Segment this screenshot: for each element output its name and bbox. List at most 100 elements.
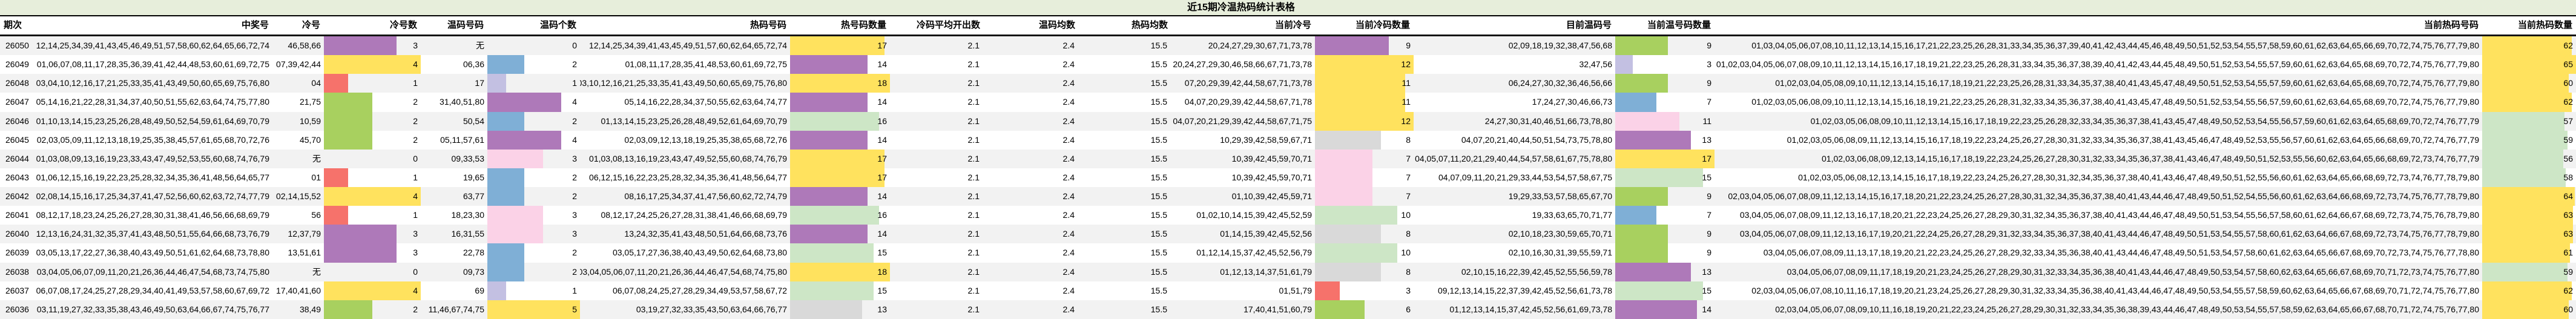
cell-cur_hot_n[interactable]: 59 xyxy=(2482,262,2576,281)
cell-warm_n[interactable]: 3 xyxy=(487,149,580,168)
cell-win[interactable]: 01,06,07,08,11,17,28,35,36,39,41,42,44,4… xyxy=(36,59,269,70)
cell-cold_n[interactable]: 3 xyxy=(324,36,421,56)
cell-cold[interactable]: 21,75 xyxy=(299,97,321,107)
cell-hot_n[interactable]: 18 xyxy=(790,262,890,281)
cell-warm[interactable]: 06,36 xyxy=(463,59,484,70)
column-header-warm[interactable]: 温码号码 xyxy=(447,20,484,30)
cell-hot_avg[interactable]: 15.5 xyxy=(1150,266,1167,277)
cell-cold_avg[interactable]: 2.1 xyxy=(967,134,980,145)
cell-warm_n[interactable]: 5 xyxy=(487,300,580,319)
cell-hot[interactable]: 08,16,17,25,34,37,41,47,56,60,62,72,74,7… xyxy=(624,191,787,201)
cell-cur_hot[interactable]: 03,04,05,06,07,08,09,11,12,13,16,17,18,2… xyxy=(1739,210,2479,220)
cell-cur_hot[interactable]: 01,02,03,04,05,08,09,10,11,12,13,14,15,1… xyxy=(1775,78,2479,88)
cell-cold_avg[interactable]: 2.1 xyxy=(967,41,980,50)
cell-cur_cold_n[interactable]: 8 xyxy=(1315,225,1414,244)
cell-hot_avg[interactable]: 15.5 xyxy=(1150,248,1167,258)
cell-hot_avg[interactable]: 15.5 xyxy=(1150,97,1167,107)
cell-win[interactable]: 02,03,05,09,11,12,13,18,19,25,35,38,45,5… xyxy=(36,134,269,145)
cell-cold_avg[interactable]: 2.1 xyxy=(967,59,980,70)
cell-period[interactable]: 26041 xyxy=(5,210,29,220)
cell-period[interactable]: 26042 xyxy=(5,191,29,201)
cell-warm_n[interactable]: 3 xyxy=(487,206,580,225)
cell-cur_hot[interactable]: 02,03,04,05,06,07,08,09,11,12,13,14,15,1… xyxy=(1728,191,2479,201)
cell-warm_avg[interactable]: 2.4 xyxy=(1062,248,1075,258)
cell-hot_n[interactable]: 14 xyxy=(790,93,890,112)
cell-period[interactable]: 26046 xyxy=(5,116,29,126)
cell-cur_cold[interactable]: 04,07,20,21,29,39,42,44,58,67,71,75 xyxy=(1173,116,1312,126)
cell-cold[interactable]: 10,59 xyxy=(299,116,321,126)
cell-cold_avg[interactable]: 2.1 xyxy=(967,210,980,220)
cell-hot_avg[interactable]: 15.5 xyxy=(1150,172,1167,182)
cell-win[interactable]: 02,08,14,15,16,17,25,34,37,41,47,52,56,6… xyxy=(36,191,269,201)
cell-cur_cold_n[interactable]: 3 xyxy=(1315,281,1414,300)
cell-cur_cold[interactable]: 01,12,14,15,37,42,45,52,56,79 xyxy=(1196,248,1312,258)
cell-cur_warm_n[interactable]: 7 xyxy=(1615,93,1715,112)
cell-cur_hot[interactable]: 03,04,05,06,07,08,09,11,13,17,18,19,20,2… xyxy=(1763,248,2479,258)
cell-cur_hot_n[interactable]: 65 xyxy=(2482,55,2576,74)
cell-warm_avg[interactable]: 2.4 xyxy=(1062,41,1075,50)
cell-cold_avg[interactable]: 2.1 xyxy=(967,78,980,88)
cell-cur_hot_n[interactable]: 62 xyxy=(2482,281,2576,300)
cell-period[interactable]: 26049 xyxy=(5,59,29,70)
cell-cold[interactable]: 45,70 xyxy=(299,134,321,145)
cell-warm_n[interactable]: 2 xyxy=(487,243,580,263)
cell-cur_warm[interactable]: 01,12,13,14,15,37,42,45,52,56,61,69,73,7… xyxy=(1449,304,1612,314)
cell-cur_cold[interactable]: 07,20,29,39,42,44,58,67,71,73,78 xyxy=(1184,78,1312,88)
cell-cold_n[interactable]: 2 xyxy=(324,300,421,319)
cell-cur_warm[interactable]: 17,24,27,30,46,66,73 xyxy=(1532,97,1612,107)
cell-cur_warm_n[interactable]: 9 xyxy=(1615,243,1715,263)
cell-cur_warm[interactable]: 09,12,13,14,15,22,37,39,42,45,52,56,61,7… xyxy=(1437,285,1612,295)
column-header-cold_avg[interactable]: 冷码平均开出数 xyxy=(916,20,980,30)
cell-cur_hot_n[interactable]: 62 xyxy=(2482,36,2576,56)
column-header-cur_hot_n[interactable]: 当前热码数量 xyxy=(2517,20,2572,30)
cell-cur_warm[interactable]: 04,05,07,11,20,21,29,40,44,54,57,58,61,6… xyxy=(1415,153,1612,163)
cell-warm[interactable]: 11,46,67,74,75 xyxy=(428,304,484,314)
cell-warm[interactable]: 09,33,53 xyxy=(451,153,485,163)
cell-cur_cold_n[interactable]: 11 xyxy=(1315,93,1414,112)
cell-cold_n[interactable]: 1 xyxy=(324,168,421,187)
cell-hot[interactable]: 13,24,32,35,41,43,48,50,51,64,66,68,73,7… xyxy=(624,229,787,239)
cell-hot_n[interactable]: 14 xyxy=(790,130,890,150)
cell-period[interactable]: 26039 xyxy=(5,248,29,258)
cell-hot_n[interactable]: 17 xyxy=(790,36,890,56)
cell-cur_warm_n[interactable]: 13 xyxy=(1615,262,1715,281)
cell-hot_n[interactable]: 13 xyxy=(790,300,890,319)
cell-warm_n[interactable]: 2 xyxy=(487,262,580,281)
cell-period[interactable]: 26037 xyxy=(5,285,29,295)
cell-cold[interactable]: 无 xyxy=(312,153,321,163)
cell-cur_hot[interactable]: 01,02,03,04,05,06,07,08,09,10,11,12,13,1… xyxy=(1716,59,2479,70)
cell-hot[interactable]: 05,14,16,22,28,34,37,50,55,62,63,64,74,7… xyxy=(624,97,787,107)
cell-cur_hot_n[interactable]: 60 xyxy=(2482,74,2576,93)
cell-warm_avg[interactable]: 2.4 xyxy=(1062,229,1075,239)
cell-win[interactable]: 01,06,12,15,16,19,22,23,25,28,32,34,35,3… xyxy=(36,172,269,182)
cell-cur_warm_n[interactable]: 11 xyxy=(1615,111,1715,131)
cell-cur_warm_n[interactable]: 9 xyxy=(1615,36,1715,56)
cell-cold_n[interactable]: 2 xyxy=(324,111,421,131)
cell-cold_n[interactable]: 2 xyxy=(324,130,421,150)
column-header-cur_cold_n[interactable]: 当前冷码数量 xyxy=(1355,20,1410,30)
cell-hot[interactable]: 03,10,12,16,21,25,33,35,41,43,49,50,60,6… xyxy=(580,78,787,88)
cell-cur_warm_n[interactable]: 13 xyxy=(1615,130,1715,150)
cell-period[interactable]: 26040 xyxy=(5,229,29,239)
column-header-warm_n[interactable]: 温码个数 xyxy=(539,20,576,30)
cell-cur_hot[interactable]: 01,03,04,05,06,07,08,10,11,12,13,14,15,1… xyxy=(1751,41,2479,50)
cell-cur_hot_n[interactable]: 59 xyxy=(2482,130,2576,150)
cell-hot_n[interactable]: 16 xyxy=(790,111,890,131)
cell-hot_n[interactable]: 15 xyxy=(790,243,890,263)
cell-cur_cold[interactable]: 01,10,39,42,45,59,71 xyxy=(1231,191,1312,201)
cell-cold[interactable]: 13,51,61 xyxy=(288,248,321,258)
cell-cur_cold_n[interactable]: 6 xyxy=(1315,300,1414,319)
cell-warm_n[interactable]: 1 xyxy=(487,74,580,93)
cell-warm[interactable]: 17 xyxy=(475,78,484,88)
cell-cur_hot[interactable]: 01,02,03,05,06,08,09,10,11,12,13,14,15,1… xyxy=(1810,116,2479,126)
cell-warm_n[interactable]: 2 xyxy=(487,187,580,206)
cell-hot_n[interactable]: 14 xyxy=(790,187,890,206)
cell-warm[interactable]: 31,40,51,80 xyxy=(440,97,484,107)
column-header-win[interactable]: 中奖号 xyxy=(241,20,269,30)
cell-period[interactable]: 26038 xyxy=(5,266,29,277)
cell-cur_warm[interactable]: 06,24,27,30,32,36,46,56,66 xyxy=(1508,78,1612,88)
cell-cur_warm[interactable]: 02,09,18,19,32,38,47,56,68 xyxy=(1508,41,1612,50)
cell-hot[interactable]: 01,08,11,17,28,35,41,48,53,60,61,69,72,7… xyxy=(625,59,787,70)
cell-cur_hot_n[interactable]: 58 xyxy=(2482,168,2576,187)
column-header-hot_avg[interactable]: 热码均数 xyxy=(1131,20,1168,30)
